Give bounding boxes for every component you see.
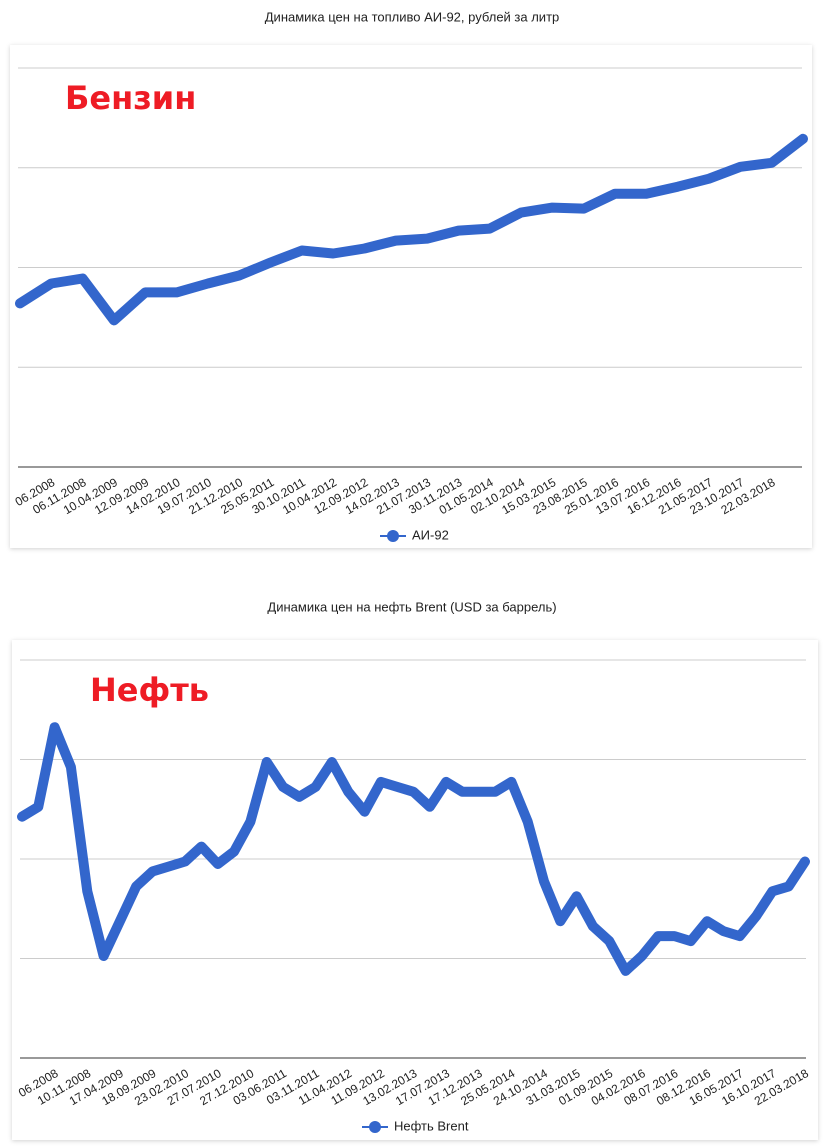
chart-title: Динамика цен на топливо АИ-92, рублей за… [265,9,560,24]
card [10,45,812,548]
chart-title: Динамика цен на нефть Brent (USD за барр… [267,599,556,614]
annotation: Нефть [90,671,209,709]
legend-marker [387,530,399,542]
legend-label: АИ-92 [412,527,449,542]
data-line [15,133,808,326]
annotation: Бензин [65,79,196,117]
data-line [17,722,810,976]
legend-marker [369,1121,381,1133]
legend-label: Нефть Brent [394,1118,469,1133]
card [12,640,818,1140]
